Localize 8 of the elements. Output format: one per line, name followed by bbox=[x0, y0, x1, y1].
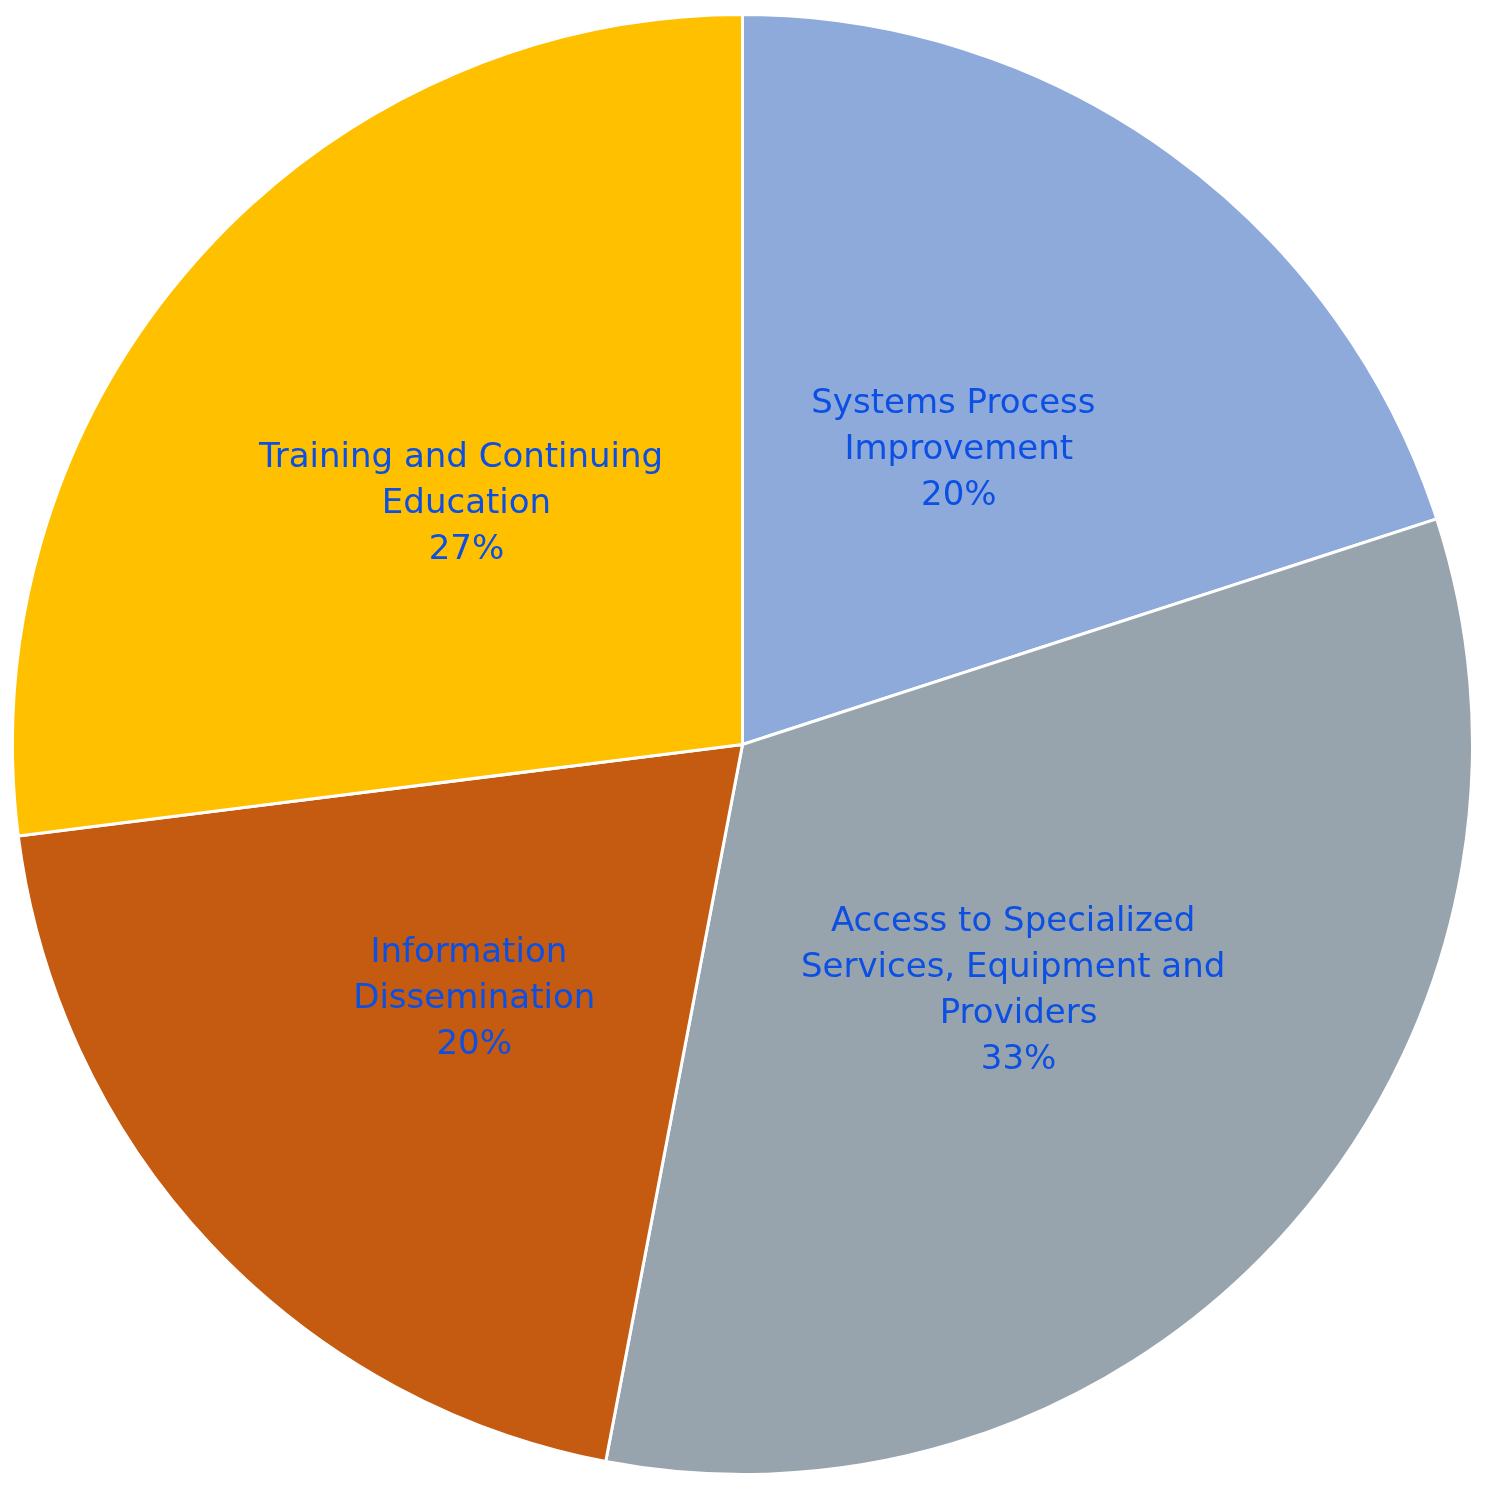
slice-label: Systems Process Improvement bbox=[811, 380, 1107, 467]
slice-label: Training and Continuing Education bbox=[257, 435, 675, 522]
data-label: 20% bbox=[921, 472, 997, 513]
data-label: 33% bbox=[980, 1036, 1057, 1077]
data-label: 27% bbox=[428, 527, 505, 568]
slice-label: Information Dissemination bbox=[353, 930, 596, 1017]
data-label: 20% bbox=[436, 1022, 513, 1063]
slice-label: Access to Specialized Services, Equipment and Providers bbox=[800, 898, 1237, 1031]
